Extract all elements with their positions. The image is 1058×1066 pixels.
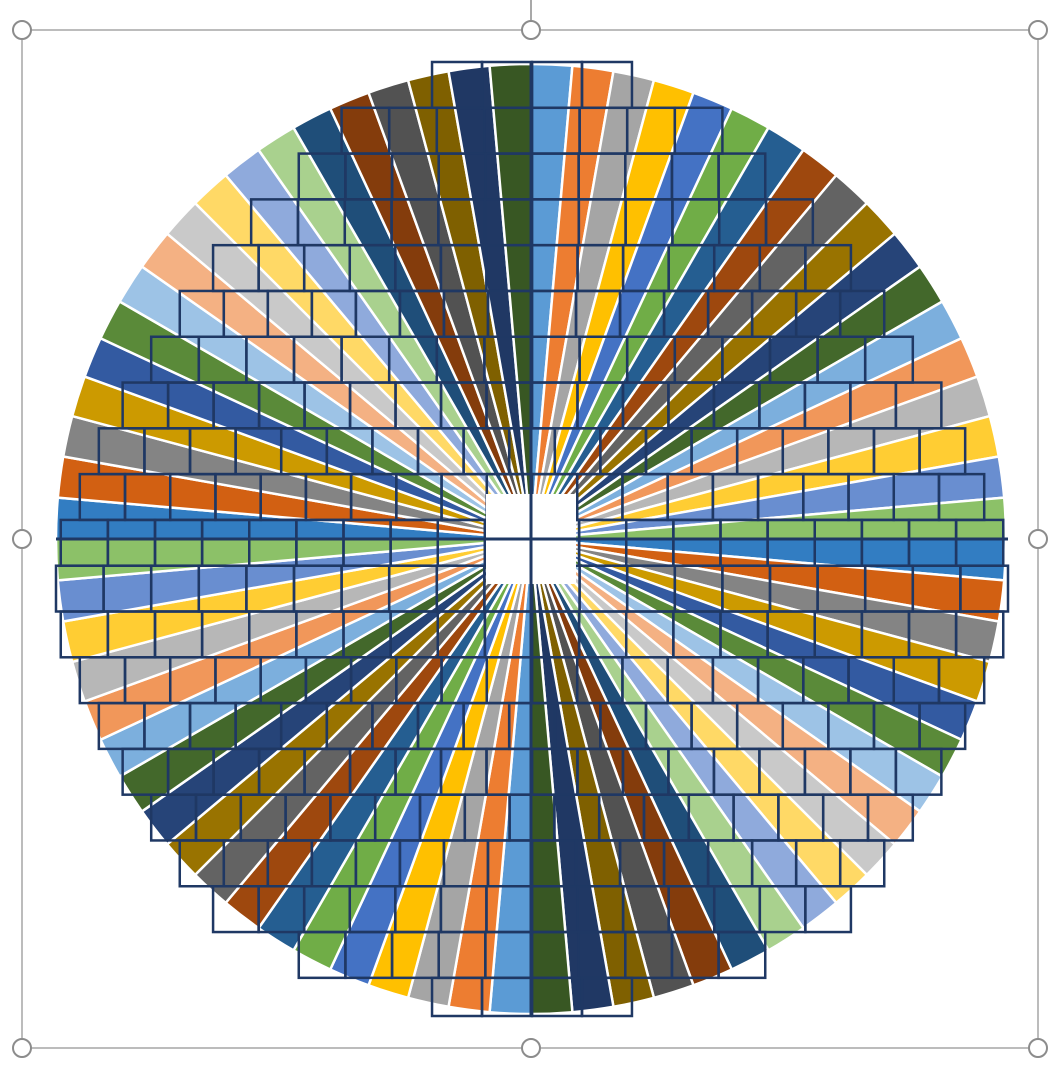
resize-handle-top-center[interactable] [521,20,541,40]
grid-cell-r16-c18 [894,747,943,796]
resize-handle-bottom-left[interactable] [12,1038,32,1058]
resize-handle-middle-left[interactable] [12,529,32,549]
resize-handle-bottom-center[interactable] [521,1038,541,1058]
resize-handle-top-left[interactable] [12,20,32,40]
grid-cell-r17-c17 [866,793,915,842]
overlay-grid [54,60,1010,1018]
resize-handle-top-right[interactable] [1028,20,1048,40]
selection-handles[interactable] [12,0,1048,1058]
resize-handle-middle-right[interactable] [1028,529,1048,549]
grid-cell-r19-c14 [804,885,853,934]
grid-cell-r18-c16 [838,839,886,888]
grid-cell-r21-c4 [580,976,634,1018]
grid-cell-r20-c10 [717,930,767,980]
resize-handle-bottom-right[interactable] [1028,1038,1048,1058]
